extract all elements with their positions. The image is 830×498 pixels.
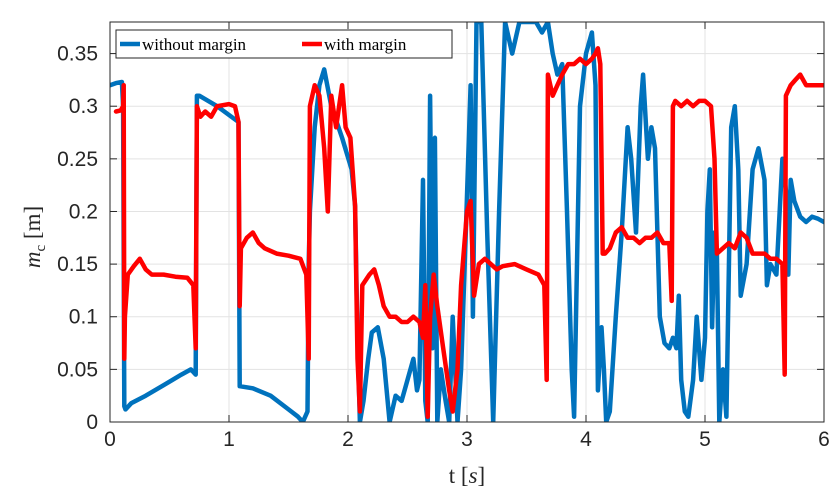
y-tick-label: 0.2 (69, 200, 98, 223)
svg-text:mc [m]: mc [m] (20, 206, 49, 268)
x-axis-label: t [s] (449, 463, 485, 488)
x-tick-label: 0 (104, 428, 116, 451)
legend-label-without-margin: without margin (142, 35, 247, 54)
y-tick-label: 0.15 (57, 253, 98, 276)
x-tick-label: 5 (699, 428, 711, 451)
x-tick-label: 2 (342, 428, 354, 451)
y-axis-label: mc [m] (20, 206, 49, 268)
svg-text:t [s]: t [s] (449, 463, 485, 488)
x-tick-label: 1 (223, 428, 235, 451)
x-tick-label: 3 (461, 428, 473, 451)
series-line-with-margin (113, 46, 824, 419)
legend: without margin with margin (115, 29, 453, 59)
x-tick-label: 4 (580, 428, 592, 451)
y-tick-label: 0 (86, 411, 98, 434)
legend-label-with-margin: with margin (324, 35, 407, 54)
y-tick-label: 0.1 (69, 306, 98, 329)
y-tick-label: 0.25 (57, 148, 98, 171)
y-tick-label: 0.35 (57, 43, 98, 66)
y-tick-label: 0.3 (69, 95, 98, 118)
axis-ticks: 0 1 2 3 4 5 6 0 0.05 0.1 0.15 0.2 0.25 0.3 0.35 (57, 22, 830, 451)
x-tick-label: 6 (818, 428, 830, 451)
y-tick-label: 0.05 (57, 358, 98, 381)
legend-box (115, 29, 453, 59)
series-lines (110, 22, 824, 422)
